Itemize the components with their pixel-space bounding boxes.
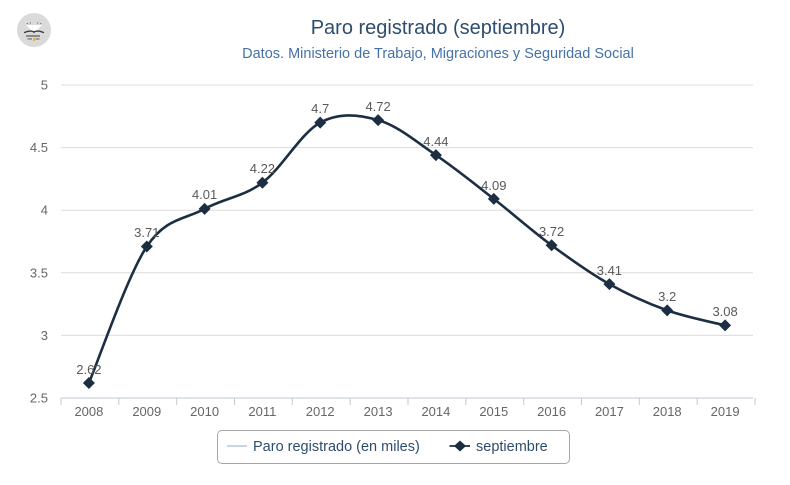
svg-text:2011: 2011 [248, 404, 276, 419]
svg-text:3.2: 3.2 [658, 289, 676, 304]
svg-text:3: 3 [41, 328, 48, 343]
svg-text:4.44: 4.44 [423, 134, 448, 149]
svg-text:5: 5 [41, 78, 48, 93]
svg-text:2012: 2012 [306, 404, 335, 419]
svg-text:2019: 2019 [711, 404, 740, 419]
svg-text:2018: 2018 [653, 404, 682, 419]
svg-text:2.5: 2.5 [30, 391, 48, 406]
svg-text:4.22: 4.22 [250, 161, 275, 176]
svg-text:3.41: 3.41 [597, 263, 622, 278]
svg-text:2015: 2015 [479, 404, 508, 419]
svg-text:3.08: 3.08 [712, 304, 737, 319]
svg-text:2013: 2013 [364, 404, 393, 419]
svg-text:4.5: 4.5 [30, 140, 48, 155]
svg-text:4.72: 4.72 [365, 99, 390, 114]
svg-text:3.71: 3.71 [134, 225, 159, 240]
svg-text:2014: 2014 [421, 404, 450, 419]
svg-text:2008: 2008 [74, 404, 103, 419]
svg-text:3.72: 3.72 [539, 224, 564, 239]
svg-text:2010: 2010 [190, 404, 219, 419]
svg-text:4.01: 4.01 [192, 187, 217, 202]
svg-text:2009: 2009 [132, 404, 161, 419]
svg-text:2016: 2016 [537, 404, 566, 419]
svg-text:3.5: 3.5 [30, 265, 48, 280]
svg-text:2017: 2017 [595, 404, 624, 419]
svg-text:2.62: 2.62 [76, 362, 101, 377]
svg-text:4: 4 [41, 203, 48, 218]
svg-text:4.7: 4.7 [311, 101, 329, 116]
svg-text:4.09: 4.09 [481, 178, 506, 193]
